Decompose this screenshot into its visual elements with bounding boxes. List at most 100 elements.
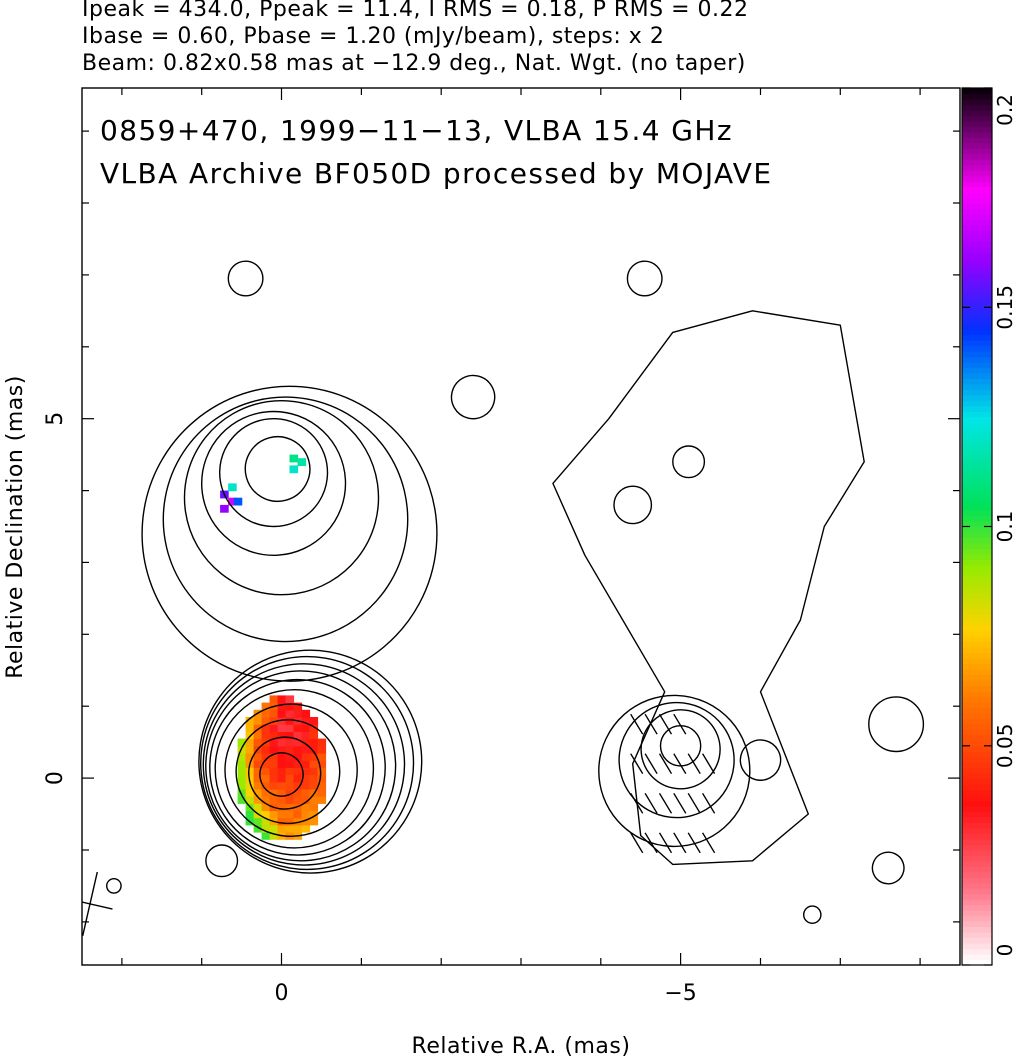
pol-pixel: [277, 709, 287, 718]
pol-pixel: [269, 781, 279, 790]
evpa-vector: [644, 792, 658, 814]
pol-pixel: [237, 774, 247, 783]
colorbar-step: [962, 219, 992, 226]
colorbar-step: [962, 120, 992, 127]
colorbar-step: [962, 603, 992, 610]
colorbar-step: [962, 416, 992, 423]
pol-pixel: [269, 724, 279, 732]
pol-pixel: [285, 717, 295, 725]
pol-pixel: [293, 731, 303, 740]
pol-pixel: [253, 760, 263, 768]
pol-pixel: [301, 745, 311, 754]
colorbar-step: [962, 877, 992, 884]
p-contour: [626, 260, 663, 297]
evpa-vector: [630, 792, 644, 814]
colorbar-step: [962, 455, 992, 462]
pol-pixel: [269, 832, 279, 840]
pol-pixel: [277, 745, 287, 754]
evpa-vector: [630, 753, 644, 775]
pol-pixel: [301, 774, 311, 783]
p-contour: [868, 696, 925, 753]
pol-pixel: [261, 832, 271, 840]
colorbar-step: [962, 542, 992, 549]
evpa-vector: [673, 753, 687, 775]
pol-pixel: [309, 796, 319, 804]
pol-pixel: [309, 767, 319, 776]
colorbar-step: [962, 88, 992, 94]
pol-pixel: [293, 760, 303, 768]
colorbar-step: [962, 197, 992, 204]
colorbar-step: [962, 767, 992, 774]
pol-pixel: [285, 738, 295, 747]
colorbar-step: [962, 597, 992, 604]
pol-pixel: [317, 788, 327, 797]
pol-pixel: [237, 788, 247, 797]
colorbar-step: [962, 214, 992, 221]
p-contour: [672, 445, 706, 479]
colorbar-step: [962, 888, 992, 895]
pol-pixel: [301, 738, 311, 747]
pol-pixel: [277, 817, 287, 826]
pol-pixel: [293, 745, 303, 754]
pol-pixel: [277, 695, 287, 704]
colorbar-step: [962, 181, 992, 188]
pol-pixel: [261, 788, 271, 797]
colorbar-step: [962, 351, 992, 358]
colorbar-step: [962, 104, 992, 111]
colorbar-step: [962, 290, 992, 297]
evpa-vector: [630, 832, 644, 854]
contour-layer: [82, 260, 925, 936]
pol-pixel: [309, 760, 319, 768]
colorbar-step: [962, 553, 992, 560]
pol-pixel: [309, 803, 319, 812]
evpa-vector: [673, 832, 687, 854]
pol-pixel: [293, 788, 303, 797]
pol-pixel: [269, 760, 279, 768]
colorbar-step: [962, 515, 992, 522]
pol-pixel: [285, 796, 295, 804]
colorbar-step: [962, 175, 992, 182]
colorbar-step: [962, 932, 992, 939]
colorbar-step: [962, 405, 992, 412]
pol-pixel: [277, 796, 287, 804]
colorbar-step: [962, 740, 992, 747]
colorbar-step: [962, 833, 992, 840]
pol-pixel: [293, 709, 303, 718]
pol-pixel: [269, 774, 279, 783]
pol-pixel: [253, 709, 263, 718]
colorbar-step: [962, 235, 992, 242]
colorbar-step: [962, 394, 992, 401]
colorbar-step: [962, 159, 992, 166]
colorbar-step: [962, 647, 992, 654]
pol-pixel: [293, 781, 303, 790]
pol-pixel: [228, 497, 237, 506]
colorbar-step: [962, 882, 992, 889]
pol-pixel: [301, 731, 311, 740]
colorbar-step: [962, 378, 992, 385]
colorbar-step: [962, 904, 992, 911]
i-contour: [106, 878, 122, 894]
colorbar-step: [962, 817, 992, 823]
colorbar-step: [962, 827, 992, 834]
pol-pixel: [237, 767, 247, 776]
colorbar-step: [962, 871, 992, 878]
pol-pixel: [237, 781, 247, 790]
pol-pixel: [277, 760, 287, 768]
fractional-pol-pixels: [220, 454, 327, 840]
pol-pixel: [269, 695, 279, 704]
pol-pixel: [293, 767, 303, 776]
i-contour: [244, 436, 311, 503]
pol-pixel: [285, 752, 295, 761]
colorbar-step: [962, 838, 992, 845]
pol-pixel: [245, 796, 255, 804]
p-contour: [598, 694, 751, 848]
colorbar-step: [962, 323, 992, 330]
colorbar-step: [962, 93, 992, 100]
pol-pixel: [261, 731, 271, 740]
pol-pixel: [285, 781, 295, 790]
colorbar-step: [962, 252, 992, 259]
colorbar-step: [962, 126, 992, 133]
colorbar-step: [962, 411, 992, 418]
pol-pixel: [269, 810, 279, 819]
